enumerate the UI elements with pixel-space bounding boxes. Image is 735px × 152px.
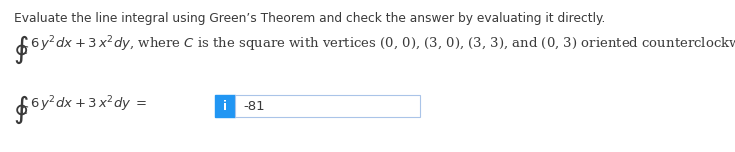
Text: $C$: $C$: [20, 44, 29, 56]
Text: $\oint$: $\oint$: [13, 94, 29, 126]
Text: $6\,y^2dx + 3\,x^2dy\;=$: $6\,y^2dx + 3\,x^2dy\;=$: [30, 94, 147, 114]
FancyBboxPatch shape: [215, 95, 235, 117]
FancyBboxPatch shape: [235, 95, 420, 117]
Text: $\oint$: $\oint$: [13, 34, 29, 66]
Text: -81: -81: [243, 100, 265, 112]
Text: i: i: [223, 100, 227, 112]
Text: $C$: $C$: [20, 104, 29, 116]
Text: $6\,y^2dx + 3\,x^2dy$, where $C$ is the square with vertices (0, 0), (3, 0), (3,: $6\,y^2dx + 3\,x^2dy$, where $C$ is the …: [30, 34, 735, 54]
Text: Evaluate the line integral using Green’s Theorem and check the answer by evaluat: Evaluate the line integral using Green’s…: [14, 12, 606, 25]
